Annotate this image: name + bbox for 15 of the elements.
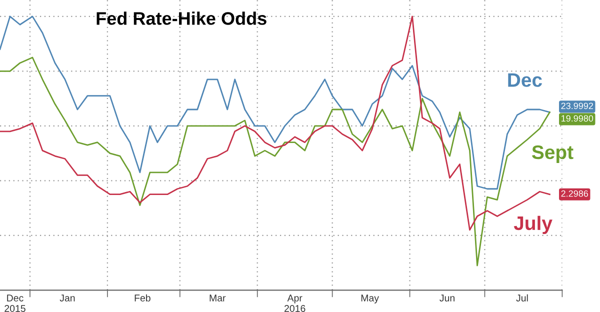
x-tick-label: Apr 2016 xyxy=(284,294,306,312)
x-tick-label: Jun xyxy=(440,294,454,302)
series-label: Dec xyxy=(508,73,542,87)
annotation: 23.9992 xyxy=(561,102,593,110)
x-tick-label: Feb xyxy=(134,294,150,302)
annotation: 2.2986 xyxy=(561,190,588,197)
chart-title: Fed Rate-Hike Odds xyxy=(96,12,266,25)
x-tick-label: Mar xyxy=(210,294,226,302)
x-tick-label: Jul xyxy=(516,294,528,302)
x-tick-label: Dec 2015 xyxy=(4,294,26,312)
x-tick-label: Jan xyxy=(60,294,75,302)
series-label: July xyxy=(514,216,552,234)
legend-label: Sept xyxy=(532,145,574,163)
x-tick-label: May xyxy=(361,294,379,304)
annotation: 19.9980 xyxy=(562,115,594,122)
